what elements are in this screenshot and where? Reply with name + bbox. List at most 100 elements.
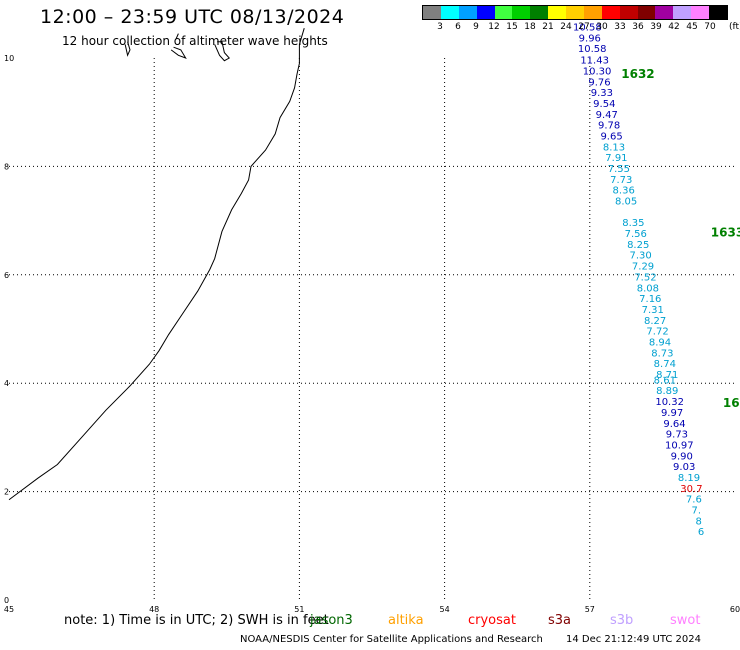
wave-height-value: 8.35 — [622, 218, 644, 229]
legend-tick-label: 33 — [614, 22, 626, 32]
wave-height-value: 8.19 — [678, 473, 700, 484]
wave-height-value: 10.58 — [573, 23, 602, 34]
wave-height-value: 9.96 — [579, 33, 601, 44]
map-grid — [9, 58, 735, 600]
wave-height-value: 30.7 — [680, 484, 702, 495]
legend-swatch — [583, 6, 602, 19]
legend-tick-label: 45 — [686, 22, 698, 32]
wave-height-value: 7.55 — [608, 164, 630, 175]
wave-height-value: 8.27 — [644, 316, 666, 327]
wave-height-value: 7.29 — [632, 262, 654, 273]
wave-height-value: 9.76 — [588, 77, 610, 88]
wave-height-value: 8.74 — [654, 359, 676, 370]
legend-swatch — [548, 6, 566, 19]
map-title: 12:00 – 23:59 UTC 08/13/2024 — [40, 6, 345, 28]
legend-tick-label: 15 — [506, 22, 518, 32]
y-tick-label: 2 — [4, 488, 9, 497]
y-tick-label: 10 — [4, 54, 14, 63]
legend-tick-label: 18 — [524, 22, 536, 32]
wave-height-value: 10.97 — [665, 440, 694, 451]
legend-swatch — [423, 6, 441, 19]
wave-height-value: 8.36 — [613, 186, 635, 197]
wave-height-value: 9.64 — [663, 419, 685, 430]
satellite-label-swot: swot — [670, 613, 701, 628]
wave-height-value: 8.05 — [615, 197, 637, 208]
credit-line: NOAA/NESDIS Center for Satellite Applica… — [240, 634, 543, 645]
wave-height-value: 7.6 — [686, 495, 702, 506]
wave-height-value: 8.73 — [651, 348, 673, 359]
wave-height-value: 8.89 — [656, 386, 678, 397]
generated-timestamp: 14 Dec 21:12:49 UTC 2024 — [566, 634, 701, 645]
legend-tick-label: 27 — [578, 22, 590, 32]
wave-height-value: 8 — [696, 516, 702, 527]
wave-height-value: 9.33 — [591, 88, 613, 99]
legend-swatch — [619, 6, 638, 19]
legend-swatch — [601, 6, 620, 19]
wave-height-value: 9.73 — [666, 430, 688, 441]
wave-height-value: 9.03 — [673, 462, 695, 473]
wave-height-value: 9.78 — [598, 121, 620, 132]
legend-swatch — [494, 6, 513, 19]
satellite-label-altika: altika — [388, 613, 424, 628]
wave-height-value: 9.54 — [593, 99, 615, 110]
y-tick-label: 6 — [4, 271, 9, 280]
track-label: 1633 — [711, 225, 740, 239]
wave-height-value: 9.65 — [600, 132, 622, 143]
wave-height-value: 9.97 — [661, 408, 683, 419]
satellite-label-s3a: s3a — [548, 613, 572, 628]
x-tick-label: 48 — [149, 605, 159, 614]
coastline-path — [8, 28, 305, 501]
legend-swatch — [530, 6, 549, 19]
altimeter-observations: 10.589.9610.5811.4310.309.769.339.549.47… — [573, 23, 704, 539]
wave-height-value: 6 — [698, 527, 704, 538]
legend-tick-label: 36 — [632, 22, 644, 32]
satellite-label-jason3: jason3 — [310, 613, 353, 628]
wave-height-value: 9.90 — [671, 451, 693, 462]
legend-tick-label: 21 — [542, 22, 554, 32]
legend-swatch — [476, 6, 495, 19]
x-tick-label: 60 — [730, 605, 740, 614]
wave-height-value: 7.52 — [634, 272, 656, 283]
legend-unit: (ft) — [729, 22, 740, 32]
track-label: 16. — [723, 396, 740, 410]
wave-height-value: 10.58 — [578, 44, 607, 55]
wave-height-value: 9.47 — [596, 110, 618, 121]
wave-height-value: 7.16 — [639, 294, 661, 305]
y-tick-label: 0 — [4, 596, 9, 605]
legend-swatch — [673, 6, 692, 19]
island-outline — [214, 41, 231, 62]
legend-tick-label: 42 — [668, 22, 680, 32]
legend-swatch — [655, 6, 674, 19]
legend-swatch — [458, 6, 477, 19]
legend-swatch — [709, 6, 727, 19]
wave-height-value: 7. — [692, 505, 702, 516]
legend-swatch — [637, 6, 656, 19]
island-outline — [124, 41, 131, 57]
legend-swatch — [691, 6, 709, 19]
legend-tick-label: 70 — [704, 22, 716, 32]
wave-height-value: 8.71 — [656, 370, 678, 381]
wave-height-value: 10.30 — [583, 66, 612, 77]
wave-height-value: 8.61 — [654, 375, 676, 386]
coastline — [8, 28, 305, 501]
color-legend-bar — [422, 5, 728, 20]
legend-swatch — [566, 6, 584, 19]
x-tick-label: 57 — [585, 605, 595, 614]
wave-height-value: 7.73 — [610, 175, 632, 186]
satellite-label-cryosat: cryosat — [468, 613, 516, 628]
legend-swatch — [512, 6, 531, 19]
legend-tick-label: 39 — [650, 22, 662, 32]
wave-height-value: 7.91 — [605, 153, 627, 164]
wave-height-value: 8.13 — [603, 142, 625, 153]
satellite-label-s3b: s3b — [610, 613, 634, 628]
wave-height-value: 11.43 — [580, 56, 609, 67]
legend-tick-label: 3 — [437, 22, 443, 32]
island-outline — [175, 33, 179, 40]
legend-tick-label: 30 — [596, 22, 608, 32]
wave-height-value: 10.32 — [655, 397, 684, 408]
wave-height-value: 7.31 — [642, 305, 664, 316]
y-tick-label: 8 — [4, 162, 9, 171]
